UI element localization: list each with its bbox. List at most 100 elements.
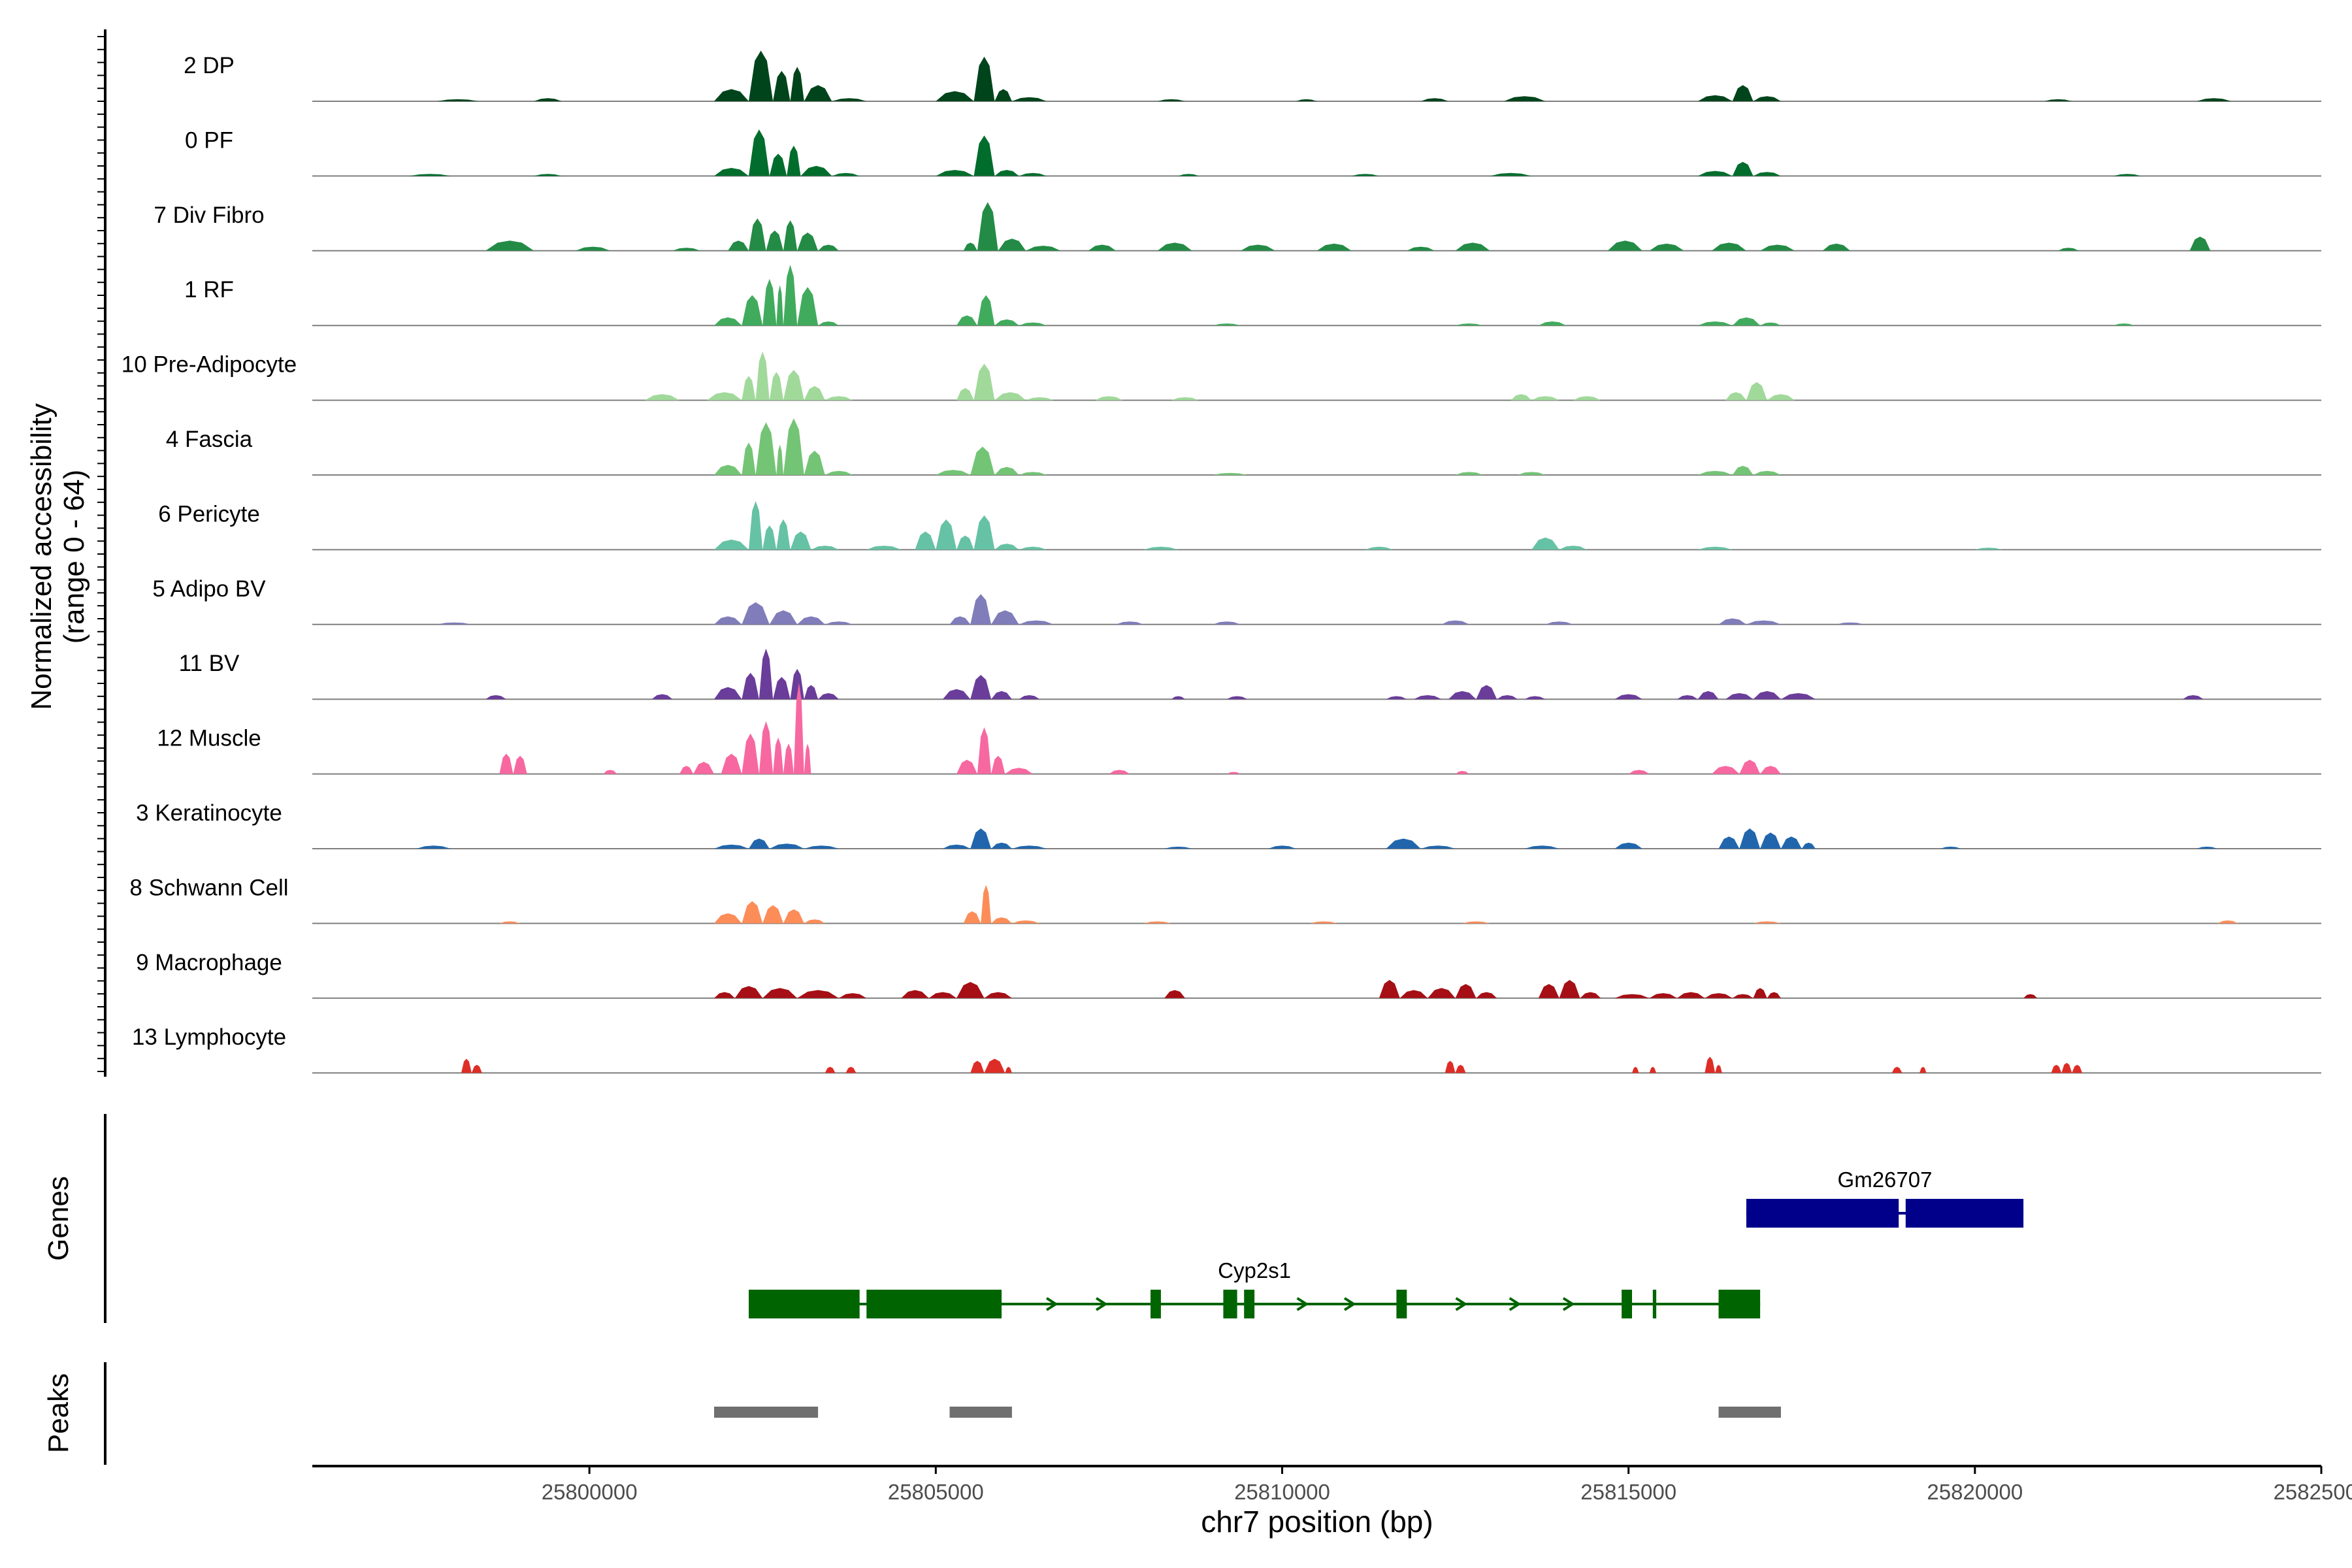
track-label: 10 Pre-Adipocyte [122, 352, 297, 378]
coverage-peak [1019, 620, 1054, 625]
coverage-peak [991, 755, 1005, 774]
coverage-peak [1919, 1066, 1927, 1073]
coverage-peak [773, 677, 791, 700]
coverage-peak [1732, 994, 1754, 998]
coverage-peak [800, 165, 832, 176]
coverage-peak [1649, 243, 1684, 251]
coverage-peak [1455, 984, 1477, 998]
coverage-peak [783, 909, 804, 924]
coverage-peak [742, 733, 759, 774]
coverage-peak [2182, 695, 2204, 700]
coverage-peak [749, 501, 763, 550]
x-tick-label: 25820000 [1927, 1480, 2023, 1504]
coverage-peak [1455, 242, 1490, 251]
coverage-peak [977, 727, 992, 774]
x-tick-label: 25800000 [542, 1480, 638, 1504]
coverage-peak [977, 295, 995, 326]
x-tick-label: 25805000 [888, 1480, 984, 1504]
coverage-peak [461, 1058, 472, 1073]
coverage-peak [1407, 246, 1435, 251]
coverage-peak [818, 693, 839, 700]
coverage-peak [2023, 994, 2038, 998]
coverage-peak [991, 610, 1019, 625]
coverage-peak [949, 616, 971, 625]
track-8-schwann-cell [312, 885, 2321, 924]
coverage-peak [811, 546, 839, 550]
gene-exon [749, 1290, 860, 1318]
coverage-peak [534, 98, 562, 101]
coverage-peak [1732, 85, 1754, 101]
coverage-peak [409, 174, 451, 176]
track-2-dp [312, 50, 2321, 102]
coverage-peak [790, 531, 811, 550]
track-label: 12 Muscle [157, 726, 261, 751]
gene-exon [1151, 1290, 1161, 1318]
coverage-peak [645, 394, 679, 400]
track-5-adipo-bv [312, 594, 2321, 625]
coverage-peak [1309, 921, 1338, 924]
coverage-peak [2189, 237, 2211, 251]
coverage-peak [1399, 990, 1428, 998]
coverage-peak [1739, 759, 1761, 774]
coverage-peak [963, 242, 977, 251]
gene-exon [1223, 1290, 1237, 1318]
coverage-peak [797, 287, 819, 326]
x-axis-ticks: 25800000 25805000 25810000 25815000 25820000… [542, 1466, 2352, 1504]
coverage-peak [762, 988, 798, 998]
coverage-peak [1711, 766, 1740, 774]
coverage-peak [994, 544, 1019, 550]
coverage-peak [499, 753, 514, 774]
coverage-peak [915, 531, 936, 550]
coverage-peak [1019, 172, 1047, 176]
track-label: 1 RF [184, 277, 234, 302]
coverage-peak [1753, 691, 1781, 700]
coverage-peak [984, 1058, 1005, 1073]
coverage-peak [956, 982, 985, 998]
coverage-peak [783, 370, 804, 400]
coverage-peak [1697, 321, 1733, 326]
coverage-peak [1697, 470, 1733, 475]
track-13-lymphocyte [312, 1056, 2321, 1074]
coverage-peak [1386, 696, 1407, 700]
track-label: 11 BV [179, 651, 240, 676]
coverage-peak [714, 616, 742, 625]
coverage-peak [1157, 99, 1185, 101]
coverage-peak [991, 917, 1012, 924]
coverage-tracks [312, 50, 2321, 1074]
coverage-peak [2217, 920, 2238, 924]
coverage-peak [485, 695, 506, 700]
coverage-peak [1095, 396, 1123, 400]
coverage-peak [1607, 240, 1642, 251]
coverage-peak [1019, 472, 1047, 475]
coverage-peak [1448, 691, 1477, 700]
gene-name: Gm26707 [1838, 1168, 1933, 1192]
x-tick-label: 25825000 [2274, 1480, 2352, 1504]
y-axis-label-line1: Normalized accessibility [25, 403, 57, 710]
coverage-peak [714, 913, 742, 924]
coverage-peak [1545, 621, 1573, 625]
genes-panel-label: Genes [42, 1176, 74, 1261]
coverage-peak [804, 919, 825, 924]
coverage-peak [714, 317, 742, 326]
coverage-peak [742, 672, 759, 700]
coverage-peak [1705, 993, 1733, 998]
coverage-peak [1455, 771, 1469, 774]
x-axis-label: chr7 position (bp) [1201, 1505, 1433, 1539]
coverage-peak [2061, 1062, 2072, 1073]
coverage-peak [416, 845, 451, 849]
track-label: 3 Keratinocyte [136, 800, 282, 826]
coverage-peak [1711, 242, 1746, 251]
coverage-peak [1511, 394, 1532, 400]
coverage-peak [1780, 836, 1802, 849]
coverage-peak [742, 376, 756, 400]
coverage-peak [936, 519, 957, 550]
coverage-peak [603, 770, 617, 774]
coverage-peak [2044, 99, 2072, 101]
track-4-fascia [312, 418, 2321, 476]
coverage-peak [1697, 691, 1719, 700]
coverage-peak [707, 392, 742, 400]
coverage-peak [755, 422, 777, 475]
coverage-peak [672, 248, 700, 251]
gene-exon [1718, 1290, 1761, 1318]
coverage-peak [804, 743, 811, 774]
